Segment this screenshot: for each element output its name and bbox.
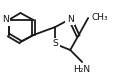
Text: S: S	[52, 40, 58, 49]
Text: H₂N: H₂N	[74, 64, 91, 74]
Text: CH₃: CH₃	[91, 14, 108, 22]
Text: N: N	[67, 14, 74, 23]
Text: N: N	[2, 16, 9, 25]
